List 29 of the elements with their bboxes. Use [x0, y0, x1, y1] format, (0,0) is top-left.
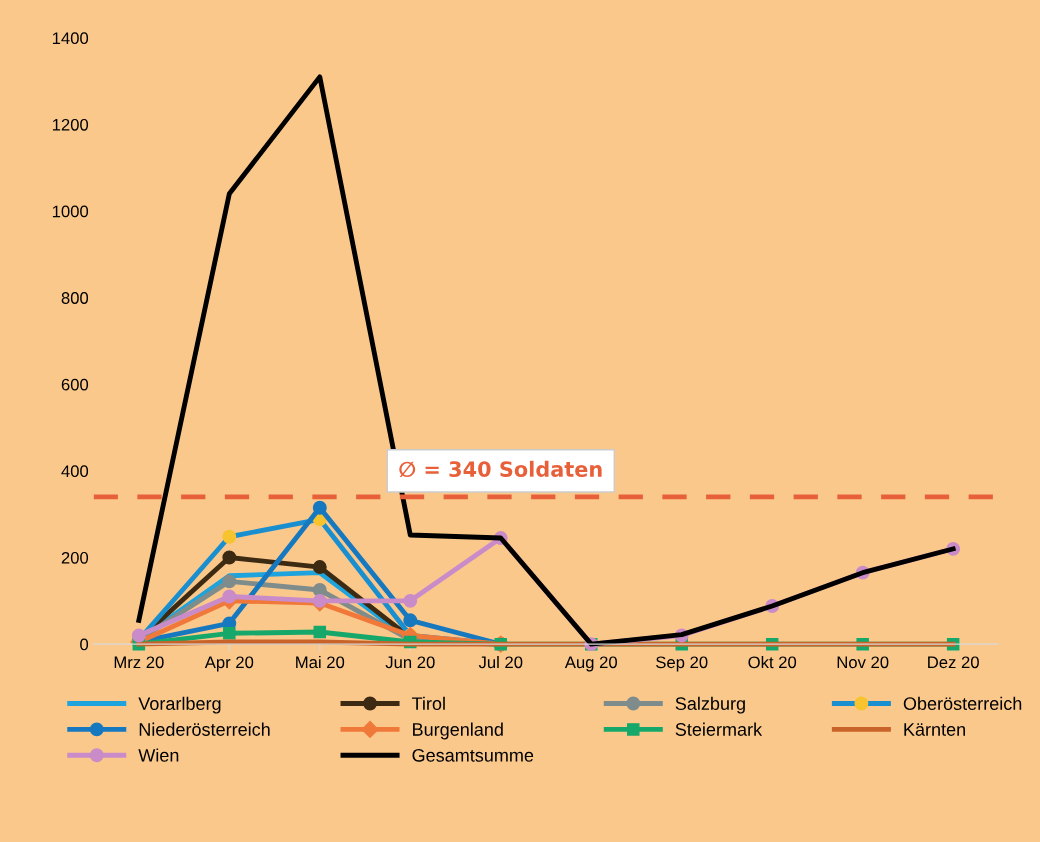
legend-label: Vorarlberg [138, 696, 221, 714]
x-tick-label: Mrz 20 [114, 656, 164, 669]
y-tick-label: 0 [80, 638, 89, 651]
legend-label: Salzburg [675, 696, 745, 714]
y-tick-label: 1000 [52, 205, 89, 218]
y-tick-label: 800 [61, 292, 89, 304]
x-tick-label: Nov 20 [837, 656, 889, 669]
legend-label: Steiermark [675, 722, 763, 736]
legend-label: Kärnten [904, 723, 965, 736]
y-tick-label: 1200 [52, 118, 89, 131]
y-tick-label: 600 [61, 378, 89, 391]
x-tick-label: Dez 20 [928, 656, 979, 669]
legend-label: Burgenland [413, 722, 503, 740]
x-tick-label: Sep 20 [656, 656, 708, 672]
legend-label: Niederösterreich [139, 722, 270, 736]
x-tick-label: Mai 20 [296, 655, 345, 669]
x-tick-label: Aug 20 [564, 656, 617, 672]
x-tick-label: Jul 20 [478, 655, 523, 669]
x-tick-label: Apr 20 [204, 656, 254, 672]
x-tick-label: Okt 20 [748, 655, 797, 669]
y-tick-label: 1400 [52, 32, 89, 45]
ref-line-label: ∅ = 340 Soldaten [399, 460, 602, 477]
y-tick-label: 400 [61, 465, 89, 478]
legend-label: Gesamtsumme [412, 748, 534, 762]
x-tick-label: Jun 20 [385, 656, 435, 669]
legend-label: Wien [138, 748, 179, 762]
legend-label: Oberösterreich [903, 696, 1022, 711]
y-tick-label: 200 [61, 551, 89, 564]
legend-label: Tirol [411, 696, 445, 711]
